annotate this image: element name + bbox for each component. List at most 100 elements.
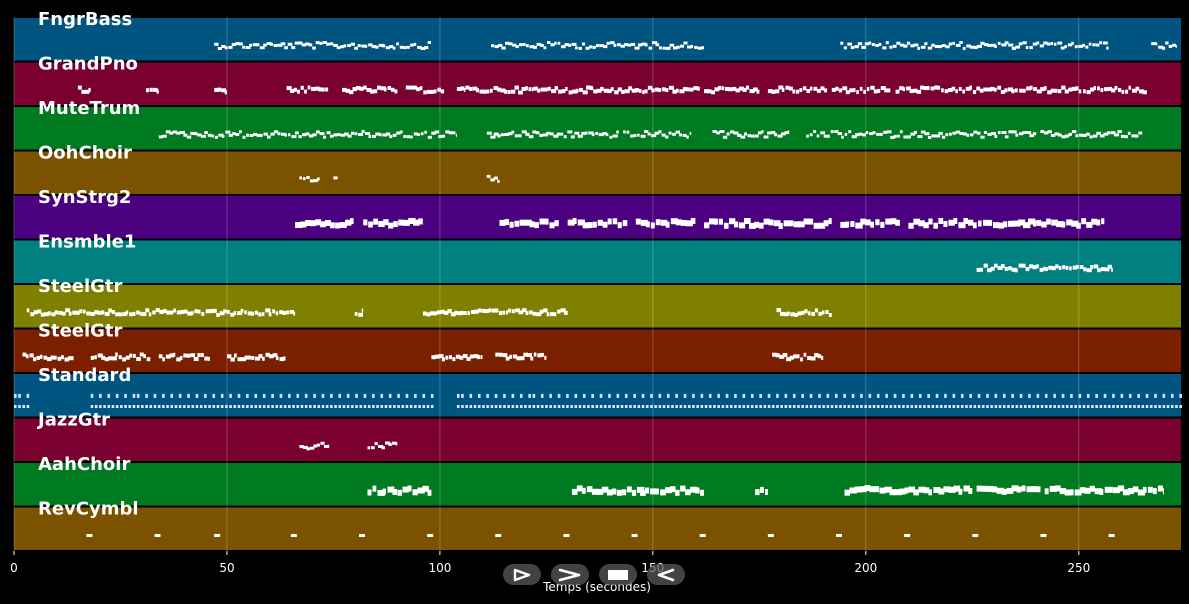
stop-button[interactable] [599, 564, 637, 585]
note [672, 89, 677, 94]
note [918, 486, 926, 493]
note [345, 88, 350, 93]
note [244, 355, 249, 360]
note [519, 405, 523, 409]
note [363, 85, 367, 90]
note [61, 311, 66, 316]
note [466, 356, 471, 361]
note [511, 309, 515, 314]
note [758, 131, 762, 135]
note [1064, 489, 1072, 496]
note [495, 533, 502, 537]
rewind-button[interactable] [647, 564, 685, 585]
note [1086, 90, 1091, 95]
note [1112, 487, 1120, 494]
note [981, 405, 985, 409]
note [875, 219, 880, 226]
fast-forward-button[interactable] [551, 564, 589, 585]
note [1050, 88, 1056, 93]
note [1127, 131, 1131, 135]
note [786, 357, 792, 362]
note [868, 41, 872, 45]
note [477, 393, 481, 398]
note [725, 87, 730, 91]
note [250, 405, 253, 409]
note [1032, 42, 1038, 46]
note [879, 487, 886, 494]
note-segment [205, 308, 296, 317]
note [633, 134, 637, 137]
note [676, 45, 680, 49]
note [1139, 89, 1145, 94]
note [572, 89, 578, 94]
note [624, 393, 628, 398]
note [924, 132, 930, 136]
note [708, 405, 712, 409]
note-segment [776, 308, 832, 317]
note [50, 355, 55, 360]
note [906, 135, 911, 139]
note [920, 130, 926, 134]
note [518, 134, 522, 138]
note [876, 132, 880, 136]
note [524, 219, 532, 226]
note [364, 44, 368, 48]
note [507, 405, 510, 409]
note [242, 45, 246, 49]
note [200, 134, 206, 138]
note [675, 393, 678, 398]
note [920, 45, 926, 49]
note [701, 46, 704, 50]
note [145, 405, 148, 409]
note [1023, 222, 1031, 229]
note [141, 312, 147, 317]
note [368, 43, 373, 47]
note [146, 357, 151, 362]
note [670, 486, 676, 493]
note [90, 405, 94, 409]
note [793, 354, 797, 359]
note [326, 131, 331, 135]
track-lane [14, 62, 1181, 105]
note [647, 85, 653, 90]
note [358, 533, 365, 537]
note [1047, 130, 1052, 134]
note [809, 393, 813, 398]
note [157, 405, 161, 409]
note [759, 405, 762, 409]
note [675, 489, 680, 496]
note [1137, 489, 1145, 496]
note [1116, 405, 1119, 409]
note [1138, 131, 1143, 135]
note [1124, 405, 1128, 409]
note [923, 222, 929, 229]
note [976, 485, 982, 492]
note [1083, 89, 1086, 94]
note [927, 46, 933, 50]
note [350, 42, 355, 46]
note [200, 353, 204, 357]
note [716, 131, 720, 135]
track-lane [14, 329, 1181, 372]
note [408, 218, 416, 224]
note [237, 311, 243, 316]
note [645, 43, 648, 47]
note [214, 533, 221, 537]
note [344, 132, 349, 136]
note-segment [968, 218, 1037, 229]
note [139, 352, 144, 357]
note [515, 405, 519, 409]
note [340, 45, 345, 49]
track-name-label: RevCymbl [38, 499, 139, 520]
note [686, 135, 689, 139]
note [367, 446, 371, 450]
note [852, 88, 856, 93]
note [1071, 41, 1074, 45]
note [933, 222, 938, 229]
note [1096, 131, 1101, 135]
note [938, 488, 945, 495]
note [962, 132, 967, 136]
play-button[interactable] [503, 564, 541, 585]
note [1040, 533, 1047, 537]
note [734, 393, 737, 398]
